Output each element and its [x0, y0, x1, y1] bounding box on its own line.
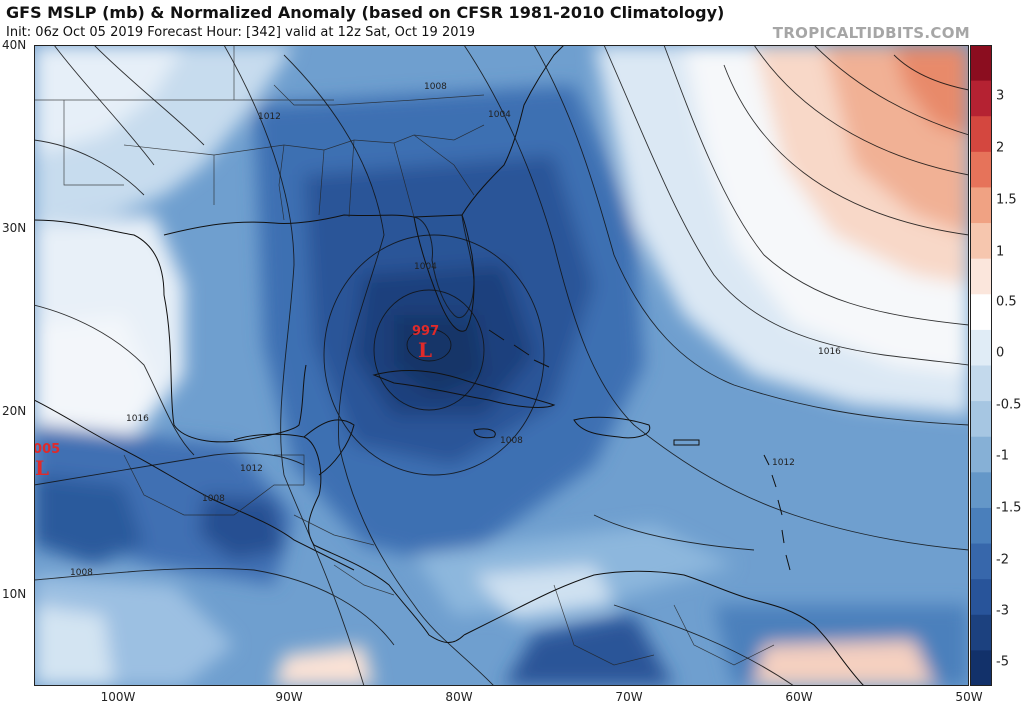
colorbar-tick-label: 0.5	[996, 294, 1017, 310]
colorbar-tick-label: -1	[996, 448, 1009, 464]
low-pressure-marker: L	[35, 456, 49, 480]
colorbar-tick-label: -0.5	[996, 397, 1022, 413]
map-panel: 1008 1004 1012 1004 1016 1008 1012 1012 …	[34, 45, 969, 686]
low-pressure-marker: L	[418, 338, 432, 362]
colorbar-swatch	[970, 507, 992, 545]
colorbar-swatch	[970, 116, 992, 153]
lon-label: 70W	[615, 690, 643, 704]
isobar-label: 1004	[488, 110, 511, 120]
colorbar-swatch	[970, 614, 992, 651]
lon-label: 100W	[100, 690, 136, 704]
colorbar-swatch	[970, 45, 992, 82]
colorbar-swatch	[970, 294, 992, 331]
lat-label: 40N	[2, 38, 27, 52]
colorbar-swatch	[970, 543, 992, 580]
colorbar-swatch	[970, 223, 992, 260]
lon-label: 50W	[955, 690, 983, 704]
colorbar-swatch	[970, 472, 992, 509]
isobar-labels: 1008 1004 1012 1004 1016 1008 1012 1012 …	[70, 82, 841, 578]
brand-watermark: TROPICALTIDBITS.COM	[772, 24, 970, 42]
lon-label: 80W	[445, 690, 473, 704]
isobar-label: 1012	[240, 464, 263, 474]
colorbar	[970, 45, 992, 686]
colorbar-tick-label: -1.5	[996, 500, 1022, 516]
colorbar-swatch	[970, 436, 992, 473]
pressure-systems: 997 L 1005 L	[34, 324, 439, 480]
isobar-label: 1008	[70, 568, 93, 578]
colorbar-border	[970, 45, 992, 686]
isobar-label: 1008	[424, 82, 447, 92]
colorbar-swatch	[970, 329, 992, 366]
colorbar-swatch	[970, 401, 992, 438]
isobar-label: 1012	[258, 112, 281, 122]
colorbar-swatch	[970, 650, 992, 686]
isobar-label: 1016	[818, 347, 841, 357]
political-borders	[34, 45, 775, 666]
anomaly-field	[34, 45, 969, 686]
low-pressure-value: 1005	[34, 442, 60, 457]
lat-label: 30N	[2, 221, 27, 235]
colorbar-tick-label: -2	[996, 552, 1009, 568]
map-canvas: 1008 1004 1012 1004 1016 1008 1012 1012 …	[34, 45, 969, 686]
isobar-label: 1016	[126, 414, 149, 424]
isobar-label: 1008	[500, 436, 523, 446]
colorbar-tick-label: 3	[996, 88, 1005, 104]
colorbar-swatch	[970, 187, 992, 224]
colorbar-swatch	[970, 258, 992, 295]
low-pressure-value: 997	[412, 324, 439, 339]
map-frame	[34, 45, 969, 686]
colorbar-tick-label: 1.5	[996, 192, 1017, 208]
colorbar-swatch	[970, 151, 992, 188]
colorbar-tick-label: -3	[996, 603, 1009, 619]
lat-label: 10N	[2, 587, 27, 601]
colorbar-swatch	[970, 579, 992, 616]
colorbar-tick-label: -5	[996, 654, 1009, 670]
isobars	[34, 45, 969, 686]
map-subtitle: Init: 06z Oct 05 2019 Forecast Hour: [34…	[6, 25, 476, 40]
lat-label: 20N	[2, 404, 27, 418]
colorbar-tick-label: 1	[996, 244, 1005, 260]
colorbar-swatch	[970, 365, 992, 402]
map-title: GFS MSLP (mb) & Normalized Anomaly (base…	[6, 3, 725, 22]
coastlines	[34, 45, 865, 686]
colorbar-swatch	[970, 80, 992, 117]
colorbar-tick-label: 0	[996, 345, 1005, 361]
colorbar-tick-label: 2	[996, 140, 1005, 156]
lon-label: 90W	[275, 690, 303, 704]
isobar-label: 1004	[414, 262, 437, 272]
isobar-label: 1008	[202, 494, 225, 504]
isobar-label: 1012	[772, 458, 795, 468]
lon-label: 60W	[785, 690, 813, 704]
